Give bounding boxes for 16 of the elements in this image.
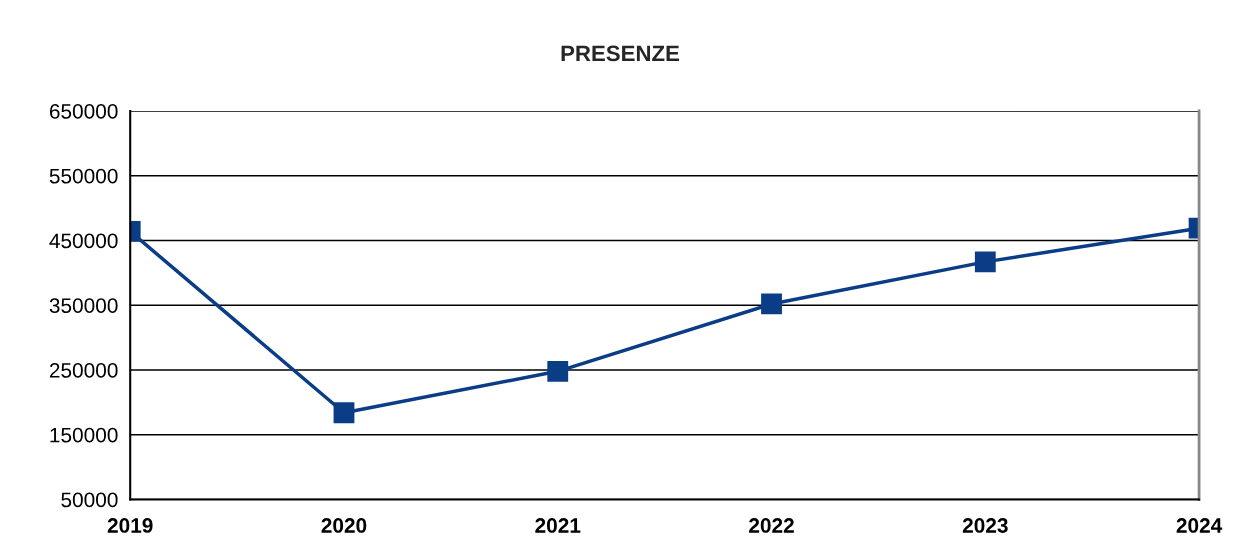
y-tick-label: 150000 — [50, 427, 118, 443]
x-tick-label: 2024 — [1176, 518, 1223, 533]
x-tick-label: 2019 — [107, 518, 153, 533]
y-tick-label: 250000 — [49, 363, 118, 378]
y-tick-label: 550000 — [49, 168, 118, 184]
x-tick-label: 2022 — [749, 518, 794, 533]
x-tick-label: 2021 — [535, 518, 581, 533]
chart-title: PRESENZE — [561, 45, 680, 62]
point — [547, 360, 569, 382]
y-tick-label: 650000 — [49, 104, 118, 119]
y-tick-label: 50000 — [61, 492, 118, 508]
x-tick-label: 2020 — [321, 518, 367, 533]
y-tick-label: 450000 — [49, 233, 118, 249]
point — [761, 293, 782, 315]
x-tick-label: 2023 — [962, 518, 1008, 533]
y-tick-label: 350000 — [49, 298, 118, 313]
